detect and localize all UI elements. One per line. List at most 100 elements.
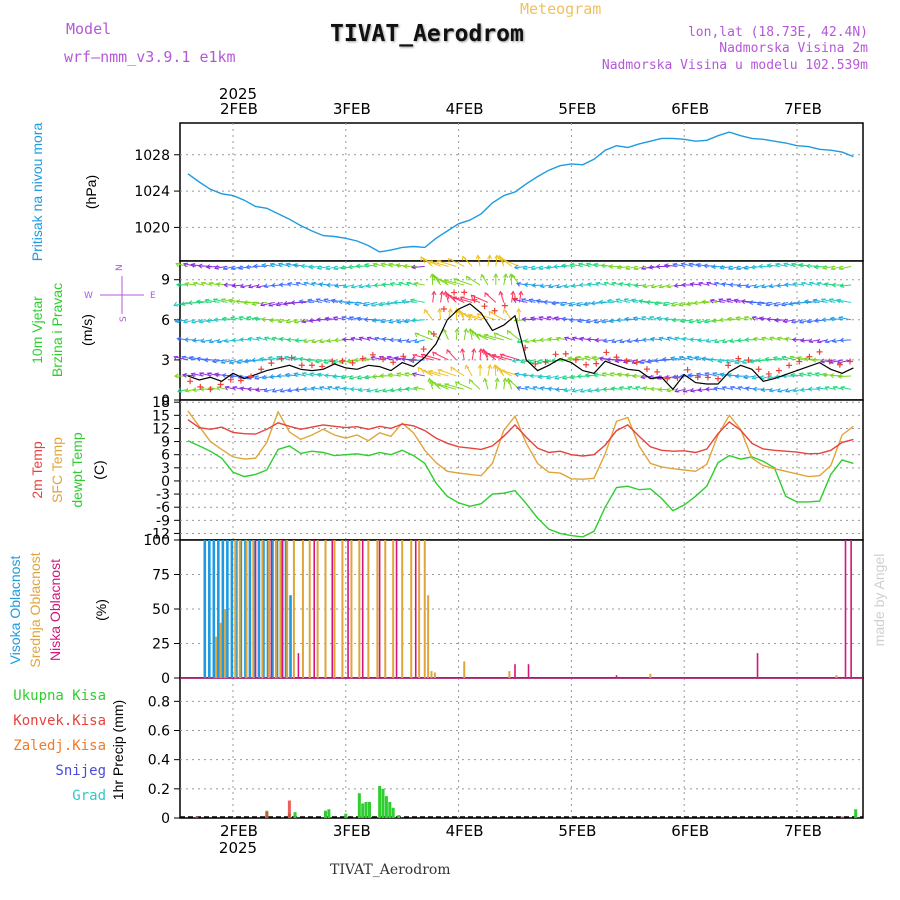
cloud-high-legend: Visoka Oblacnost bbox=[7, 556, 23, 665]
wind-arrow-head bbox=[250, 357, 256, 363]
wind-arrow-head bbox=[277, 318, 283, 324]
wind-arrow-head bbox=[413, 281, 419, 287]
wind-arrow bbox=[207, 372, 220, 377]
wind-arrow-head bbox=[608, 318, 614, 324]
wind-gust-marker bbox=[704, 374, 711, 381]
wind-gust-marker bbox=[735, 355, 742, 362]
wind-arrow-head bbox=[736, 282, 742, 288]
wind-arrow-head bbox=[323, 298, 329, 303]
wind-arrow-head bbox=[374, 388, 380, 393]
wind-arrow-head bbox=[316, 317, 321, 323]
wind-arrow bbox=[477, 313, 496, 321]
wind-arrow-head bbox=[655, 263, 661, 269]
wind-arrow-head bbox=[516, 386, 522, 391]
cloud-bar bbox=[221, 540, 225, 678]
wind-arrow-head bbox=[774, 262, 780, 268]
wind-arrow-head bbox=[287, 387, 292, 393]
wind-arrow-head bbox=[806, 318, 812, 324]
precip-bar bbox=[384, 796, 388, 818]
wind-arrow-head bbox=[695, 372, 701, 378]
cloud-bar bbox=[333, 540, 336, 678]
wind-arrow bbox=[507, 330, 520, 341]
wind-arrow-head bbox=[268, 374, 274, 380]
wind-arrow bbox=[737, 284, 749, 287]
wind-arrow-head bbox=[840, 386, 845, 391]
wind-arrow-head bbox=[276, 355, 281, 361]
wind-arrow-head bbox=[666, 336, 672, 342]
wind-arrow bbox=[488, 311, 504, 321]
cloud-bar bbox=[384, 540, 387, 678]
wind-arrow-head bbox=[190, 372, 196, 378]
wind-arrow-head bbox=[461, 312, 467, 318]
cloud-unit: (%) bbox=[93, 599, 109, 621]
wind-arrow-head bbox=[261, 263, 267, 268]
wind-arrow-head bbox=[177, 388, 182, 393]
wind-arrow-head bbox=[578, 282, 584, 288]
wind-arrow-head bbox=[744, 337, 750, 343]
wind-gust-marker bbox=[359, 355, 366, 362]
y-tick-label: 0.8 bbox=[148, 694, 170, 710]
compass-n: N bbox=[115, 264, 125, 271]
wind-arrow-head bbox=[493, 273, 499, 278]
wind-arrow-head bbox=[494, 377, 500, 383]
wind-arrow-head bbox=[648, 316, 654, 321]
wind-arrow-head bbox=[697, 387, 703, 393]
wind-arrow-head bbox=[656, 375, 662, 380]
footer-station-label: TIVAT_Aerodrom bbox=[330, 862, 451, 878]
wind-arrow-head bbox=[263, 387, 269, 393]
panel-frame bbox=[179, 677, 864, 819]
precip-bar bbox=[195, 816, 199, 818]
wind-arrow-head bbox=[548, 283, 553, 289]
wind-arrow bbox=[415, 332, 433, 341]
wind-arrow-head bbox=[554, 375, 560, 380]
wind-arrow bbox=[477, 255, 481, 267]
wind-arrow bbox=[469, 379, 481, 390]
y-tick-label: 100 bbox=[143, 533, 170, 549]
wind-arrow bbox=[767, 375, 781, 379]
wind-arrow-head bbox=[498, 290, 504, 296]
wind-arrow-head bbox=[308, 317, 314, 323]
wind-arrow-head bbox=[735, 265, 741, 271]
wind-arrow-head bbox=[516, 338, 522, 344]
wind-gust-marker bbox=[481, 303, 488, 310]
wind-arrow-head bbox=[483, 334, 489, 339]
wind-arrow-head bbox=[200, 338, 206, 343]
wind-arrow-head bbox=[187, 300, 193, 306]
wind-arrow-head bbox=[354, 301, 360, 307]
wind-gust-marker bbox=[562, 350, 569, 357]
wind-arrow-head bbox=[791, 337, 797, 343]
wind-arrow bbox=[540, 284, 552, 288]
wind-arrow bbox=[698, 339, 710, 342]
wind-arrow bbox=[548, 338, 560, 341]
wind-arrow bbox=[730, 386, 741, 390]
wind-arrow-head bbox=[639, 359, 645, 364]
wind-gust-marker bbox=[775, 367, 782, 374]
x-tick-label-bottom: 5FEB bbox=[558, 822, 596, 840]
wind-arrow-head bbox=[837, 373, 843, 379]
wind-arrows bbox=[173, 254, 852, 393]
wind-arrow-head bbox=[697, 337, 703, 343]
wind-arrow bbox=[529, 299, 544, 303]
y-tick-label: 0 bbox=[161, 474, 170, 490]
wind-arrow-head bbox=[600, 263, 606, 269]
cloud-bar bbox=[395, 540, 398, 678]
wind-arrow bbox=[461, 348, 465, 360]
wind-arrow-head bbox=[293, 318, 299, 324]
wind-arrow bbox=[428, 370, 449, 377]
wind-arrow bbox=[484, 292, 497, 303]
wind-arrow-head bbox=[585, 318, 591, 324]
wind-arrow bbox=[447, 294, 465, 303]
wind-arrow-head bbox=[337, 299, 343, 305]
wind-arrow-head bbox=[671, 317, 677, 323]
wind-arrow-head bbox=[228, 359, 234, 365]
y-tick-label: 18 bbox=[152, 395, 170, 411]
wind-arrow bbox=[765, 358, 781, 361]
wind-arrow-head bbox=[528, 298, 534, 304]
wind-arrow bbox=[315, 359, 331, 363]
wind-arrow-head bbox=[634, 386, 640, 391]
wind-arrow-head bbox=[188, 356, 194, 361]
wind-arrow-head bbox=[711, 318, 717, 324]
wind-arrow-head bbox=[239, 337, 244, 343]
cloud-bar bbox=[253, 540, 256, 678]
wind-arrow-head bbox=[238, 316, 244, 321]
